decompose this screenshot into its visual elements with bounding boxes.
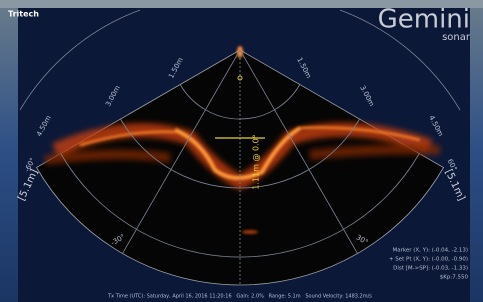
readout: $Kp:7.550 bbox=[440, 275, 469, 281]
readout: + Set Pt (X, Y): (-0.00, -0.90) bbox=[389, 257, 468, 263]
status-bar: Tx Time (UTC): Saturday, April 16, 2016 … bbox=[107, 294, 372, 300]
product-name: Gemini bbox=[378, 5, 470, 35]
page: Tritech Gemini sonar 1.50m 3.00m 4.50m 1… bbox=[0, 0, 483, 302]
product-sub: sonar bbox=[442, 32, 471, 43]
marker-label: 1.11m @ 0.0° bbox=[252, 134, 261, 189]
sonar-view: Tritech Gemini sonar 1.50m 3.00m 4.50m 1… bbox=[0, 0, 483, 302]
photo-strip bbox=[0, 0, 18, 302]
photo-strip bbox=[470, 0, 483, 302]
readout: Dist [M->SP]: (-0.03, -1.33) bbox=[393, 266, 468, 272]
readout: Marker (X, Y): (-0.04, -2.13) bbox=[392, 248, 468, 254]
brand: Tritech bbox=[8, 10, 39, 19]
